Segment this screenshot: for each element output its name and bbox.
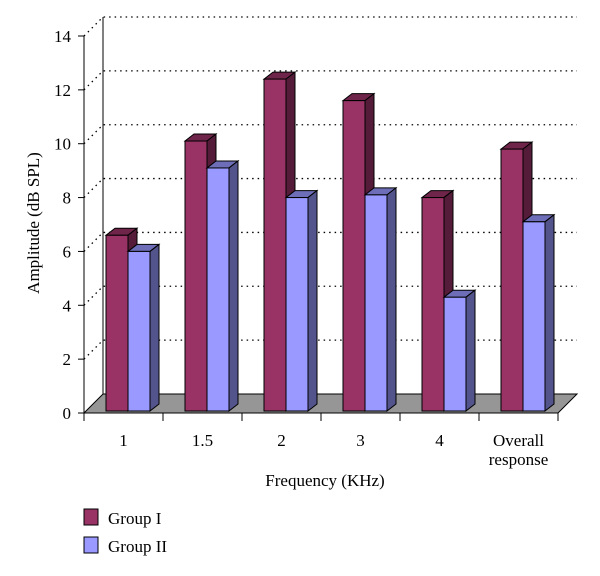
y-tick-label-2: 2 — [63, 350, 72, 369]
x-tick-label-overall-response-line-2: response — [489, 450, 548, 469]
y-tick-label-14: 14 — [54, 27, 72, 46]
bar-front-group-ii-4 — [443, 296, 467, 412]
gridline-12 — [83, 70, 577, 91]
y-tick-label-8: 8 — [63, 189, 72, 208]
bar-front-group-i-4 — [421, 197, 445, 412]
bar-group-ii-3 — [363, 186, 398, 413]
x-tick-label-overall-response-line-1: Overall — [493, 431, 544, 450]
bar-group-ii-4 — [442, 289, 477, 413]
legend-item-group-i: Group I — [83, 508, 162, 528]
legend-label-group-ii: Group II — [108, 537, 167, 556]
bar-side-group-ii-overall-response — [544, 213, 555, 413]
x-axis-title: Frequency (KHz) — [265, 471, 384, 490]
y-tick-label-10: 10 — [54, 135, 71, 154]
bar-front-group-i-overall-response — [500, 148, 524, 412]
legend-swatch-group-i — [83, 508, 99, 526]
bar-front-group-i-3 — [342, 100, 366, 412]
bar-group-ii-1 — [126, 243, 161, 413]
bar-group-ii-2 — [284, 189, 319, 413]
legend-swatch-group-ii — [83, 536, 99, 554]
bar-front-group-i-2 — [263, 78, 287, 412]
bar-front-group-ii-3 — [364, 194, 388, 412]
y-axis-title: Amplitude (dB SPL) — [24, 152, 43, 294]
bar-side-group-ii-4 — [465, 289, 476, 413]
bar-layer — [104, 71, 556, 413]
bar-side-group-ii-1 — [149, 243, 160, 413]
x-tick-label-3: 3 — [356, 431, 365, 450]
bar-group-ii-overall-response — [521, 213, 556, 413]
bar-side-group-ii-3 — [386, 186, 397, 413]
legend: Group I Group II — [83, 508, 167, 556]
bar-front-group-ii-1-5 — [206, 167, 230, 412]
legend-label-group-i: Group I — [108, 509, 162, 528]
legend-item-group-ii: Group II — [83, 536, 167, 556]
x-tick-label-4: 4 — [435, 431, 444, 450]
bar-front-group-i-1 — [105, 234, 129, 412]
x-tick-label-1: 1 — [119, 431, 128, 450]
gridline-10 — [83, 124, 577, 145]
y-tick-label-0: 0 — [63, 404, 72, 423]
y-tick-label-12: 12 — [54, 81, 71, 100]
bar-front-group-ii-1 — [127, 250, 151, 412]
bar-side-group-ii-2 — [307, 189, 318, 413]
axis-layer — [78, 17, 559, 421]
gridline-14 — [83, 16, 577, 37]
bar-front-group-i-1-5 — [184, 140, 208, 412]
bar-side-group-ii-1-5 — [228, 159, 239, 413]
x-tick-label-2: 2 — [277, 431, 286, 450]
bar-front-group-ii-2 — [285, 197, 309, 412]
bar-group-ii-1-5 — [205, 159, 240, 413]
x-tick-label-1-5: 1.5 — [192, 431, 213, 450]
y-tick-label-4: 4 — [63, 296, 72, 315]
y-tick-label-6: 6 — [63, 242, 72, 261]
bar-front-group-ii-overall-response — [522, 221, 546, 412]
